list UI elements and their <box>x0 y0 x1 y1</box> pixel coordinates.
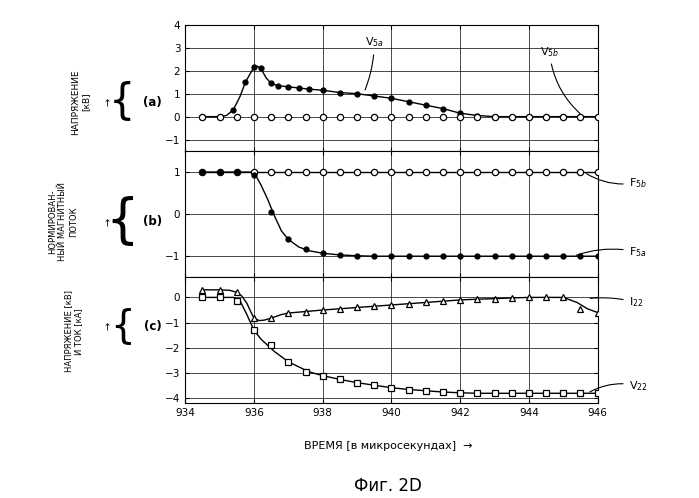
Text: V$_{5a}$: V$_{5a}$ <box>365 35 384 90</box>
Text: {: { <box>110 307 135 345</box>
Text: F$_{5a}$: F$_{5a}$ <box>576 245 647 259</box>
Text: →: → <box>103 322 113 330</box>
Text: V$_{22}$: V$_{22}$ <box>590 379 647 392</box>
Text: I$_{22}$: I$_{22}$ <box>590 295 643 309</box>
Text: V$_{5b}$: V$_{5b}$ <box>540 45 580 114</box>
Text: (a): (a) <box>143 96 161 109</box>
Text: F$_{5b}$: F$_{5b}$ <box>586 174 647 190</box>
Text: (b): (b) <box>143 215 162 228</box>
Text: (c): (c) <box>143 320 161 333</box>
Text: Фиг. 2D: Фиг. 2D <box>354 477 422 495</box>
Text: НАПРЯЖЕНИЕ
[кВ]: НАПРЯЖЕНИЕ [кВ] <box>71 69 90 135</box>
Text: {: { <box>109 81 136 123</box>
Text: НАПРЯЖЕНИЕ [кВ]
И ТОК [кА]: НАПРЯЖЕНИЕ [кВ] И ТОК [кА] <box>64 290 83 372</box>
Text: →: → <box>103 218 113 226</box>
Text: НОРМИРОВАН-
НЫЙ МАГНИТНЫЙ
ПОТОК: НОРМИРОВАН- НЫЙ МАГНИТНЫЙ ПОТОК <box>48 182 78 261</box>
Text: →: → <box>103 98 113 106</box>
Text: ВРЕМЯ [в микросекундах]  →: ВРЕМЯ [в микросекундах] → <box>303 441 473 451</box>
Text: {: { <box>106 196 139 248</box>
